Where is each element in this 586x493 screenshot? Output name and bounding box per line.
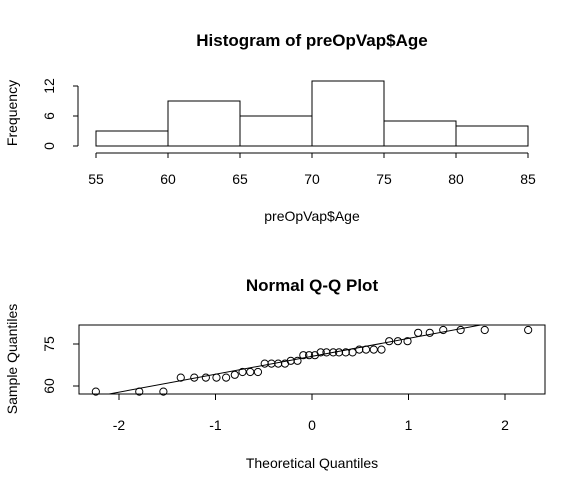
- qq-point: [305, 351, 314, 360]
- histogram-bars: [95, 80, 529, 147]
- histogram-bar: [383, 120, 457, 147]
- histogram-bar: [455, 125, 529, 147]
- qq-point: [385, 337, 394, 346]
- qq-point: [480, 325, 489, 335]
- qq-y-tick-label: 60: [41, 378, 57, 394]
- qq-point: [348, 348, 357, 357]
- qq-x-tick-label: -2: [113, 417, 126, 433]
- qq-point: [201, 373, 210, 382]
- qq-y-tick-label: 75: [41, 336, 57, 352]
- qq-point: [425, 328, 434, 337]
- qq-points: [91, 325, 533, 396]
- qq-point: [212, 373, 221, 382]
- qq-point: [253, 367, 263, 377]
- histogram-x-tick-label: 55: [88, 171, 104, 187]
- qq-point: [439, 325, 448, 335]
- qq-point: [222, 373, 231, 382]
- qq-point: [293, 356, 302, 365]
- histogram-x-label: preOpVap$Age: [264, 208, 360, 224]
- histogram-x-tick-label: 80: [448, 171, 464, 187]
- qq-point: [456, 325, 465, 335]
- qq-point: [393, 337, 402, 346]
- histogram-bar: [167, 100, 241, 147]
- qq-reference-line: [106, 325, 484, 394]
- qq-point: [274, 359, 283, 368]
- qq-point: [91, 387, 100, 396]
- qq-x-axis: -2 -1 0 1 2: [113, 394, 509, 433]
- qq-reference-line-group: [106, 325, 484, 394]
- qq-point: [176, 373, 185, 382]
- histogram-y-tick-label: 0: [41, 142, 57, 150]
- qq-point: [329, 348, 338, 357]
- histogram-x-tick-label: 60: [160, 171, 176, 187]
- histogram-x-tick-label: 65: [232, 171, 248, 187]
- qq-y-axis: 60 75: [41, 336, 79, 394]
- histogram-y-axis: 0 6 12: [41, 78, 79, 150]
- qq-point: [316, 348, 325, 357]
- qq-plot-frame: [78, 324, 546, 395]
- histogram-y-tick-label: 6: [41, 112, 57, 120]
- qq-point: [190, 373, 199, 382]
- histogram-x-tick-label: 70: [304, 171, 320, 187]
- histogram-x-tick-label: 75: [376, 171, 392, 187]
- qq-y-label: Sample Quantiles: [4, 304, 20, 415]
- qq-point: [238, 367, 247, 377]
- qq-point: [230, 370, 239, 379]
- qq-point: [135, 387, 144, 396]
- qq-plot-panel: Normal Q-Q Plot -2 -1 0 1 2 60 75 Theoretical…: [4, 276, 546, 471]
- qq-point: [377, 345, 386, 354]
- qq-point: [524, 325, 533, 335]
- qq-point: [403, 337, 412, 346]
- qq-x-tick-label: 0: [308, 417, 316, 433]
- histogram-y-label: Frequency: [4, 80, 20, 146]
- qq-x-tick-label: 2: [501, 417, 509, 433]
- qq-point: [369, 345, 378, 354]
- qq-point: [260, 359, 269, 368]
- qq-point: [246, 367, 255, 377]
- histogram-x-axis: 55 60 65 70 75 80 85: [88, 152, 536, 187]
- histogram-bar: [311, 80, 385, 147]
- qq-x-tick-label: 1: [405, 417, 413, 433]
- qq-point: [361, 345, 371, 354]
- histogram-panel: Histogram of preOpVap$Age 55 60 65 70 75 80 85…: [4, 31, 536, 224]
- qq-x-label: Theoretical Quantiles: [246, 455, 378, 471]
- qq-point: [414, 328, 423, 337]
- histogram-bar: [95, 130, 169, 147]
- qq-title: Normal Q-Q Plot: [246, 276, 379, 295]
- histogram-title: Histogram of preOpVap$Age: [196, 31, 427, 50]
- histogram-bar: [239, 115, 313, 147]
- histogram-y-tick-label: 12: [41, 78, 57, 94]
- qq-x-tick-label: -1: [209, 417, 222, 433]
- histogram-x-tick-label: 85: [520, 171, 536, 187]
- qq-point: [299, 351, 308, 360]
- qq-point: [159, 387, 168, 396]
